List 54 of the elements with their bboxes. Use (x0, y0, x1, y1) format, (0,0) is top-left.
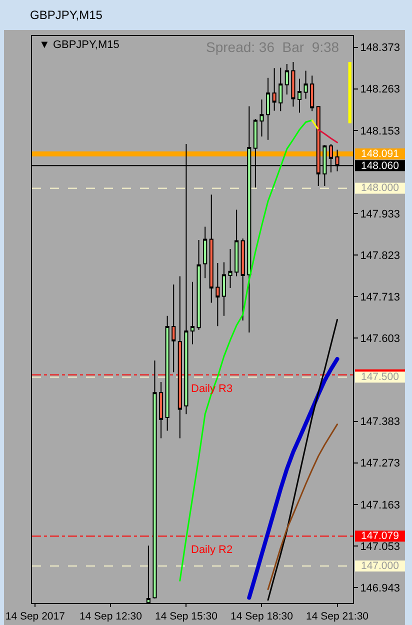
candlestick (310, 75, 314, 112)
x-tick-label: 14 Sep 2017 (5, 610, 66, 623)
x-tick-label: 14 Sep 18:30 (230, 610, 294, 623)
candlestick (203, 226, 208, 279)
candlestick (284, 63, 289, 96)
ref-line-label: 148.060 (361, 160, 400, 172)
x-tick-label: 14 Sep 21:30 (306, 610, 369, 623)
y-tick-label: 147.163 (360, 499, 400, 512)
candlestick (172, 284, 176, 373)
y-tick-label: 148.373 (360, 42, 400, 54)
annotation: Daily R2 (191, 544, 233, 556)
chart-title: GBPJPY,M15 (30, 8, 103, 22)
ref-line-label: 147.500 (361, 371, 400, 383)
candlestick (291, 62, 296, 108)
candlestick (297, 78, 302, 114)
ref-line-label: 148.000 (361, 182, 400, 194)
candlestick (152, 360, 157, 599)
candlestick (260, 98, 264, 137)
y-tick-label: 148.153 (360, 125, 400, 138)
candlestick (209, 194, 214, 304)
y-tick-label: 147.273 (360, 458, 400, 470)
y-tick-label: 147.603 (360, 333, 400, 346)
candlestick (272, 68, 276, 112)
candlestick (234, 209, 239, 277)
candlestick (216, 262, 220, 327)
line-series (267, 424, 338, 590)
x-tick-label: 14 Sep 12:30 (79, 610, 142, 623)
candlestick (266, 77, 270, 140)
line-series (318, 128, 338, 144)
annotation: ▼ GBPJPY,M15 (39, 39, 120, 51)
y-tick-label: 147.053 (360, 540, 400, 553)
ref-line-label: 148.091 (361, 148, 400, 160)
line-series (247, 356, 340, 600)
candlestick (196, 239, 201, 330)
y-tick-label: 146.943 (360, 582, 400, 594)
line-series (267, 318, 338, 601)
y-tick-label: 147.383 (360, 416, 400, 428)
y-tick-label: 147.713 (360, 292, 400, 304)
x-tick-label: 14 Sep 15:30 (154, 610, 218, 623)
ref-line-label: 147.079 (361, 530, 400, 542)
y-tick-label: 148.263 (360, 84, 400, 96)
candlestick (304, 70, 308, 100)
candlestick (222, 262, 226, 316)
y-tick-label: 147.823 (360, 250, 400, 262)
y-tick-label: 147.933 (360, 208, 400, 220)
candlestick (190, 281, 195, 345)
candlestick (158, 382, 164, 439)
candlestick (240, 238, 245, 321)
candlestick (228, 248, 232, 288)
candlestick (178, 276, 182, 439)
ref-line-label: 147.000 (361, 560, 400, 572)
candlestick (278, 67, 283, 112)
candlestick (165, 315, 170, 432)
line-series (179, 119, 313, 582)
